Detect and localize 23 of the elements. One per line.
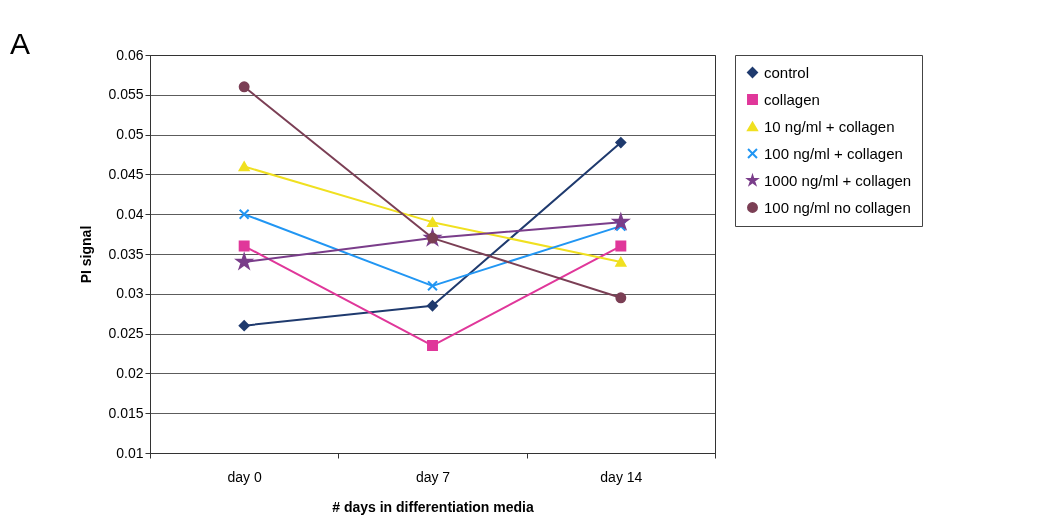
x-tick-label: day 7 xyxy=(415,468,451,485)
x-axis-title: # days in differentiation media xyxy=(332,498,534,515)
y-tick-label: 0.055 xyxy=(108,86,144,103)
legend-label: 100 ng/ml + collagen xyxy=(764,144,903,162)
y-tick-label: 0.025 xyxy=(108,325,144,342)
legend-label: 10 ng/ml + collagen xyxy=(764,117,895,135)
x-tick-label: day 14 xyxy=(600,468,643,485)
y-tick-label: 0.01 xyxy=(116,444,144,461)
legend-label: 100 ng/ml no collagen xyxy=(764,198,911,216)
y-tick-label: 0.02 xyxy=(116,364,144,381)
y-tick-label: 0.05 xyxy=(116,126,144,143)
x-tick-label: day 0 xyxy=(227,468,262,485)
text: A xyxy=(10,27,31,60)
y-tick-label: 0.035 xyxy=(108,245,144,262)
y-tick-label: 0.04 xyxy=(116,205,144,222)
y-tick-label: 0.015 xyxy=(108,404,144,421)
y-tick-label: 0.045 xyxy=(108,165,144,182)
legend-label: control xyxy=(764,63,810,81)
y-tick-label: 0.06 xyxy=(116,46,144,63)
legend-label: collagen xyxy=(764,90,820,108)
legend-label: 1000 ng/ml + collagen xyxy=(764,171,912,189)
y-tick-label: 0.03 xyxy=(116,285,144,302)
y-axis-title: PI signal xyxy=(78,225,95,284)
